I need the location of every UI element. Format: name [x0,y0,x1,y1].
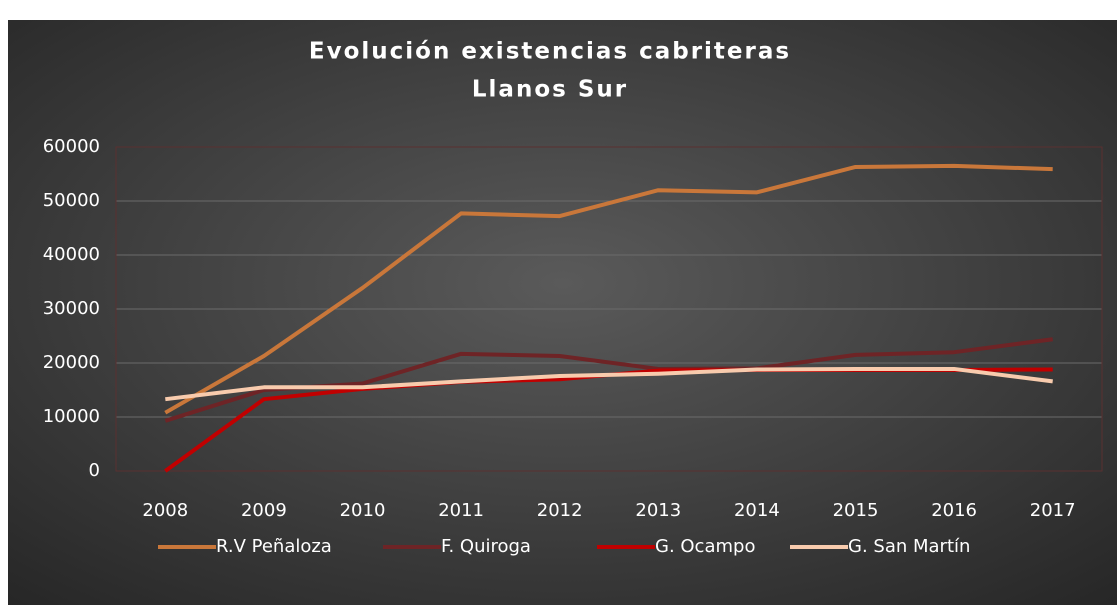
x-tick-label: 2012 [537,500,583,521]
y-tick-label: 60000 [43,136,100,157]
x-tick-label: 2009 [241,500,287,521]
x-tick-label: 2013 [635,500,681,521]
y-tick-label: 30000 [43,298,100,319]
legend-label: R.V Peñaloza [216,536,332,557]
series-line [165,366,1053,402]
x-tick-label: 2008 [142,500,188,521]
x-tick-label: 2011 [438,500,484,521]
y-tick-label: 10000 [43,406,100,427]
chart-title: Evolución existencias cabriteras [309,39,791,65]
legend-label: F. Quiroga [441,536,531,557]
y-tick-label: 40000 [43,244,100,265]
chart-title: Llanos Sur [472,77,628,103]
series-line [164,163,1053,415]
y-tick-label: 20000 [43,352,100,373]
y-tick-label: 0 [89,460,100,481]
x-tick-label: 2010 [340,500,386,521]
x-tick-label: 2017 [1030,500,1076,521]
plot-border [115,146,1103,472]
y-tick-label: 50000 [43,190,100,211]
background [8,20,1117,605]
x-tick-label: 2014 [734,500,780,521]
x-tick-label: 2015 [833,500,879,521]
legend-label: G. Ocampo [655,536,755,557]
x-tick-label: 2016 [931,500,977,521]
legend-label: G. San Martín [848,536,970,557]
